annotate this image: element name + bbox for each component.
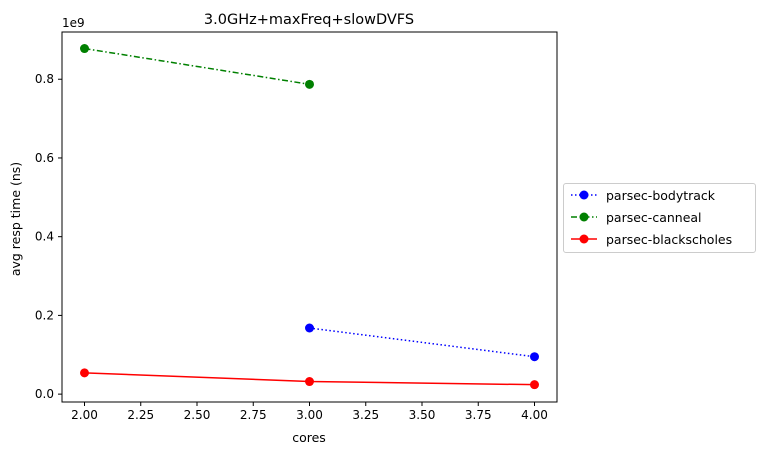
y-tick-label: 0.6 bbox=[35, 151, 54, 165]
chart-title: 3.0GHz+maxFreq+slowDVFS bbox=[204, 12, 414, 28]
y-tick-label: 0.0 bbox=[35, 387, 54, 401]
x-tick-label: 4.00 bbox=[521, 408, 548, 422]
legend: parsec-bodytrack parsec-canneal parsec-b… bbox=[563, 183, 756, 253]
data-point-bodytrack bbox=[305, 323, 314, 333]
legend-label-blackscholes: parsec-blackscholes bbox=[606, 231, 733, 247]
data-point-canneal bbox=[305, 79, 314, 89]
data-point-blackscholes bbox=[305, 377, 314, 387]
series-line-canneal bbox=[84, 47, 310, 86]
legend-item-blackscholes: parsec-blackscholes bbox=[570, 229, 732, 249]
plot-frame bbox=[61, 31, 558, 403]
data-point-canneal bbox=[80, 44, 89, 54]
data-point-blackscholes bbox=[80, 368, 89, 378]
legend-label-canneal: parsec-canneal bbox=[606, 209, 702, 225]
y-tick-label: 0.8 bbox=[35, 72, 54, 86]
x-tick-label: 2.00 bbox=[71, 408, 98, 422]
y-tick-label: 0.4 bbox=[35, 230, 54, 244]
series-line-bodytrack bbox=[309, 327, 535, 358]
x-tick-label: 2.75 bbox=[240, 408, 267, 422]
x-tick-label: 3.25 bbox=[352, 408, 379, 422]
legend-item-bodytrack: parsec-bodytrack bbox=[570, 185, 715, 205]
x-tick-label: 3.00 bbox=[296, 408, 323, 422]
x-tick-label: 3.50 bbox=[409, 408, 436, 422]
data-point-bodytrack bbox=[530, 352, 539, 362]
data-point-blackscholes bbox=[530, 380, 539, 390]
x-axis-label: cores bbox=[292, 430, 326, 445]
legend-item-canneal: parsec-canneal bbox=[570, 207, 702, 227]
legend-label-bodytrack: parsec-bodytrack bbox=[606, 187, 716, 203]
y-axis-label: avg resp time (ns) bbox=[8, 162, 23, 276]
y-tick-label: 0.2 bbox=[35, 308, 54, 322]
plot-series bbox=[80, 44, 539, 390]
x-tick-label: 2.50 bbox=[184, 408, 211, 422]
axis-ticks: 2.00 2.25 2.50 2.75 3.00 3.25 3.50 3.75 4.00 0.0 0… bbox=[35, 72, 548, 422]
legend-marker-bodytrack bbox=[571, 190, 597, 200]
legend-marker-blackscholes bbox=[571, 234, 597, 244]
y-scale-label: 1e9 bbox=[62, 16, 85, 30]
legend-marker-canneal bbox=[571, 212, 597, 222]
x-tick-label: 2.25 bbox=[127, 408, 154, 422]
x-tick-label: 3.75 bbox=[465, 408, 492, 422]
